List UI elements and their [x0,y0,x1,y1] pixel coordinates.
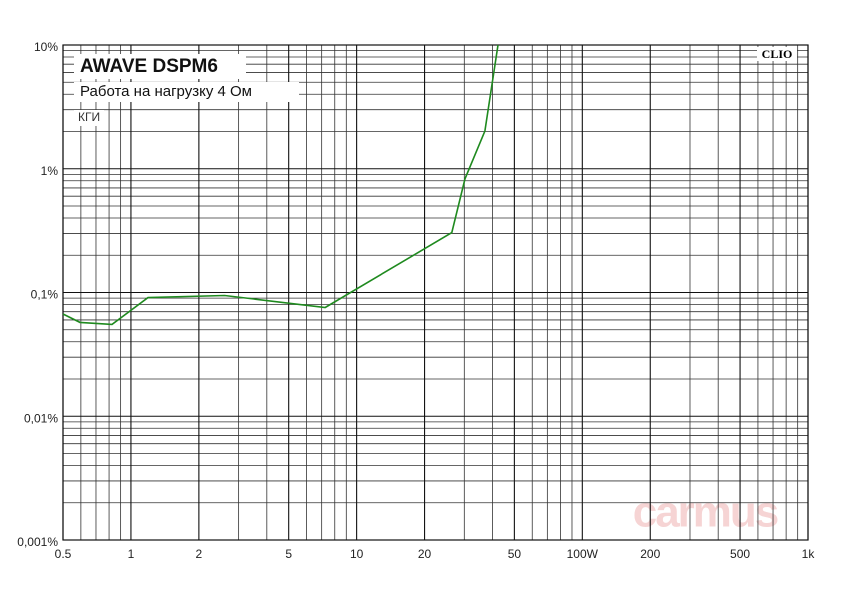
y-axis-label: КГИ [78,110,100,124]
subtitle-box [74,82,299,102]
grid [62,44,809,541]
title-box [74,54,246,79]
x-tick-label: 20 [418,547,432,561]
x-tick-label: 100W [567,547,599,561]
data-line [62,44,499,326]
x-tick-label: 50 [508,547,522,561]
x-tick-label: 1k [802,547,816,561]
y-tick-label: 0,1% [31,288,59,302]
brand-box [757,47,797,61]
y-tick-label: 0,001% [17,535,58,549]
y-tick-label: 1% [41,164,59,178]
y-tick-label: 10% [34,40,58,54]
chart-subtitle: Работа на нагрузку 4 Ом [80,83,252,100]
y-tick-label: 0,01% [24,411,58,425]
x-tick-label: 200 [640,547,660,561]
x-tick-label: 5 [285,547,292,561]
ylabel-box [74,110,104,126]
watermark: carmus [633,488,778,537]
plot-frame [62,44,809,541]
x-tick-label: 2 [196,547,203,561]
brand: CLIO [762,47,793,61]
x-tick-label: 0.5 [55,547,72,561]
x-tick-label: 10 [350,547,364,561]
x-tick-label: 1 [128,547,135,561]
chart-title: AWAVE DSPM6 [80,56,218,77]
x-tick-label: 500 [730,547,750,561]
